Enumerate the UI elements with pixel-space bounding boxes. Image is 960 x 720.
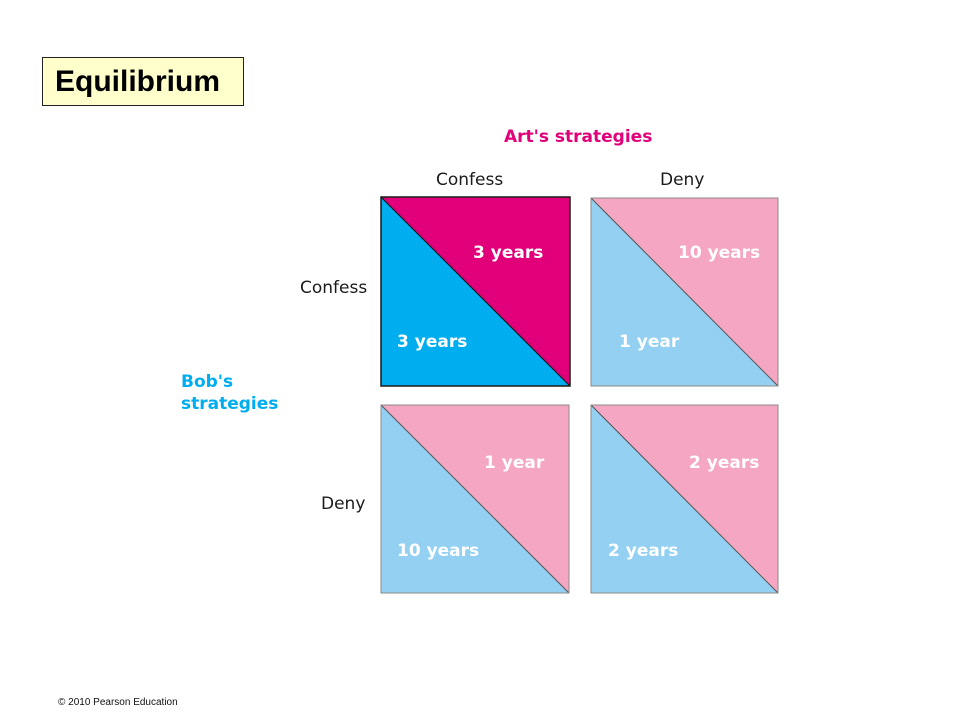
bob-payoff-deny-confess: 10 years: [397, 541, 480, 561]
cell-border: [590, 197, 779, 387]
diagonal: [380, 196, 571, 387]
art-payoff-deny-deny: 2 years: [689, 453, 760, 473]
bob-payoff-deny-deny: 2 years: [608, 541, 679, 561]
row-label-deny: Deny: [321, 494, 366, 514]
column-label-deny: Deny: [660, 170, 705, 190]
diagonal: [590, 197, 779, 387]
bob-payoff-confess-confess: 3 years: [397, 332, 468, 352]
art-payoff-confess-deny: 10 years: [678, 243, 761, 263]
cell-confess-deny: [590, 197, 779, 387]
cell-border: [380, 404, 570, 594]
art-strategies-heading: Art's strategies: [504, 127, 653, 147]
art-payoff-deny-confess: 1 year: [484, 453, 545, 473]
bob-strategies-heading: Bob's strategies: [181, 371, 278, 415]
column-label-confess: Confess: [436, 170, 504, 190]
bob-strategies-line1: Bob's: [181, 372, 234, 392]
cell-border: [590, 404, 779, 594]
diagonal: [380, 404, 570, 594]
cell-deny-confess: [380, 404, 570, 594]
diagonal: [590, 404, 779, 594]
slide-title: Equilibrium: [42, 57, 244, 106]
copyright-notice: © 2010 Pearson Education: [58, 697, 178, 708]
cell-deny-deny: [590, 404, 779, 594]
row-label-confess: Confess: [300, 278, 368, 298]
art-payoff-confess-confess: 3 years: [473, 243, 544, 263]
bob-payoff-confess-deny: 1 year: [619, 332, 680, 352]
cell-border: [380, 196, 571, 387]
bob-strategies-line2: strategies: [181, 394, 279, 414]
cell-confess-confess: [380, 196, 571, 387]
